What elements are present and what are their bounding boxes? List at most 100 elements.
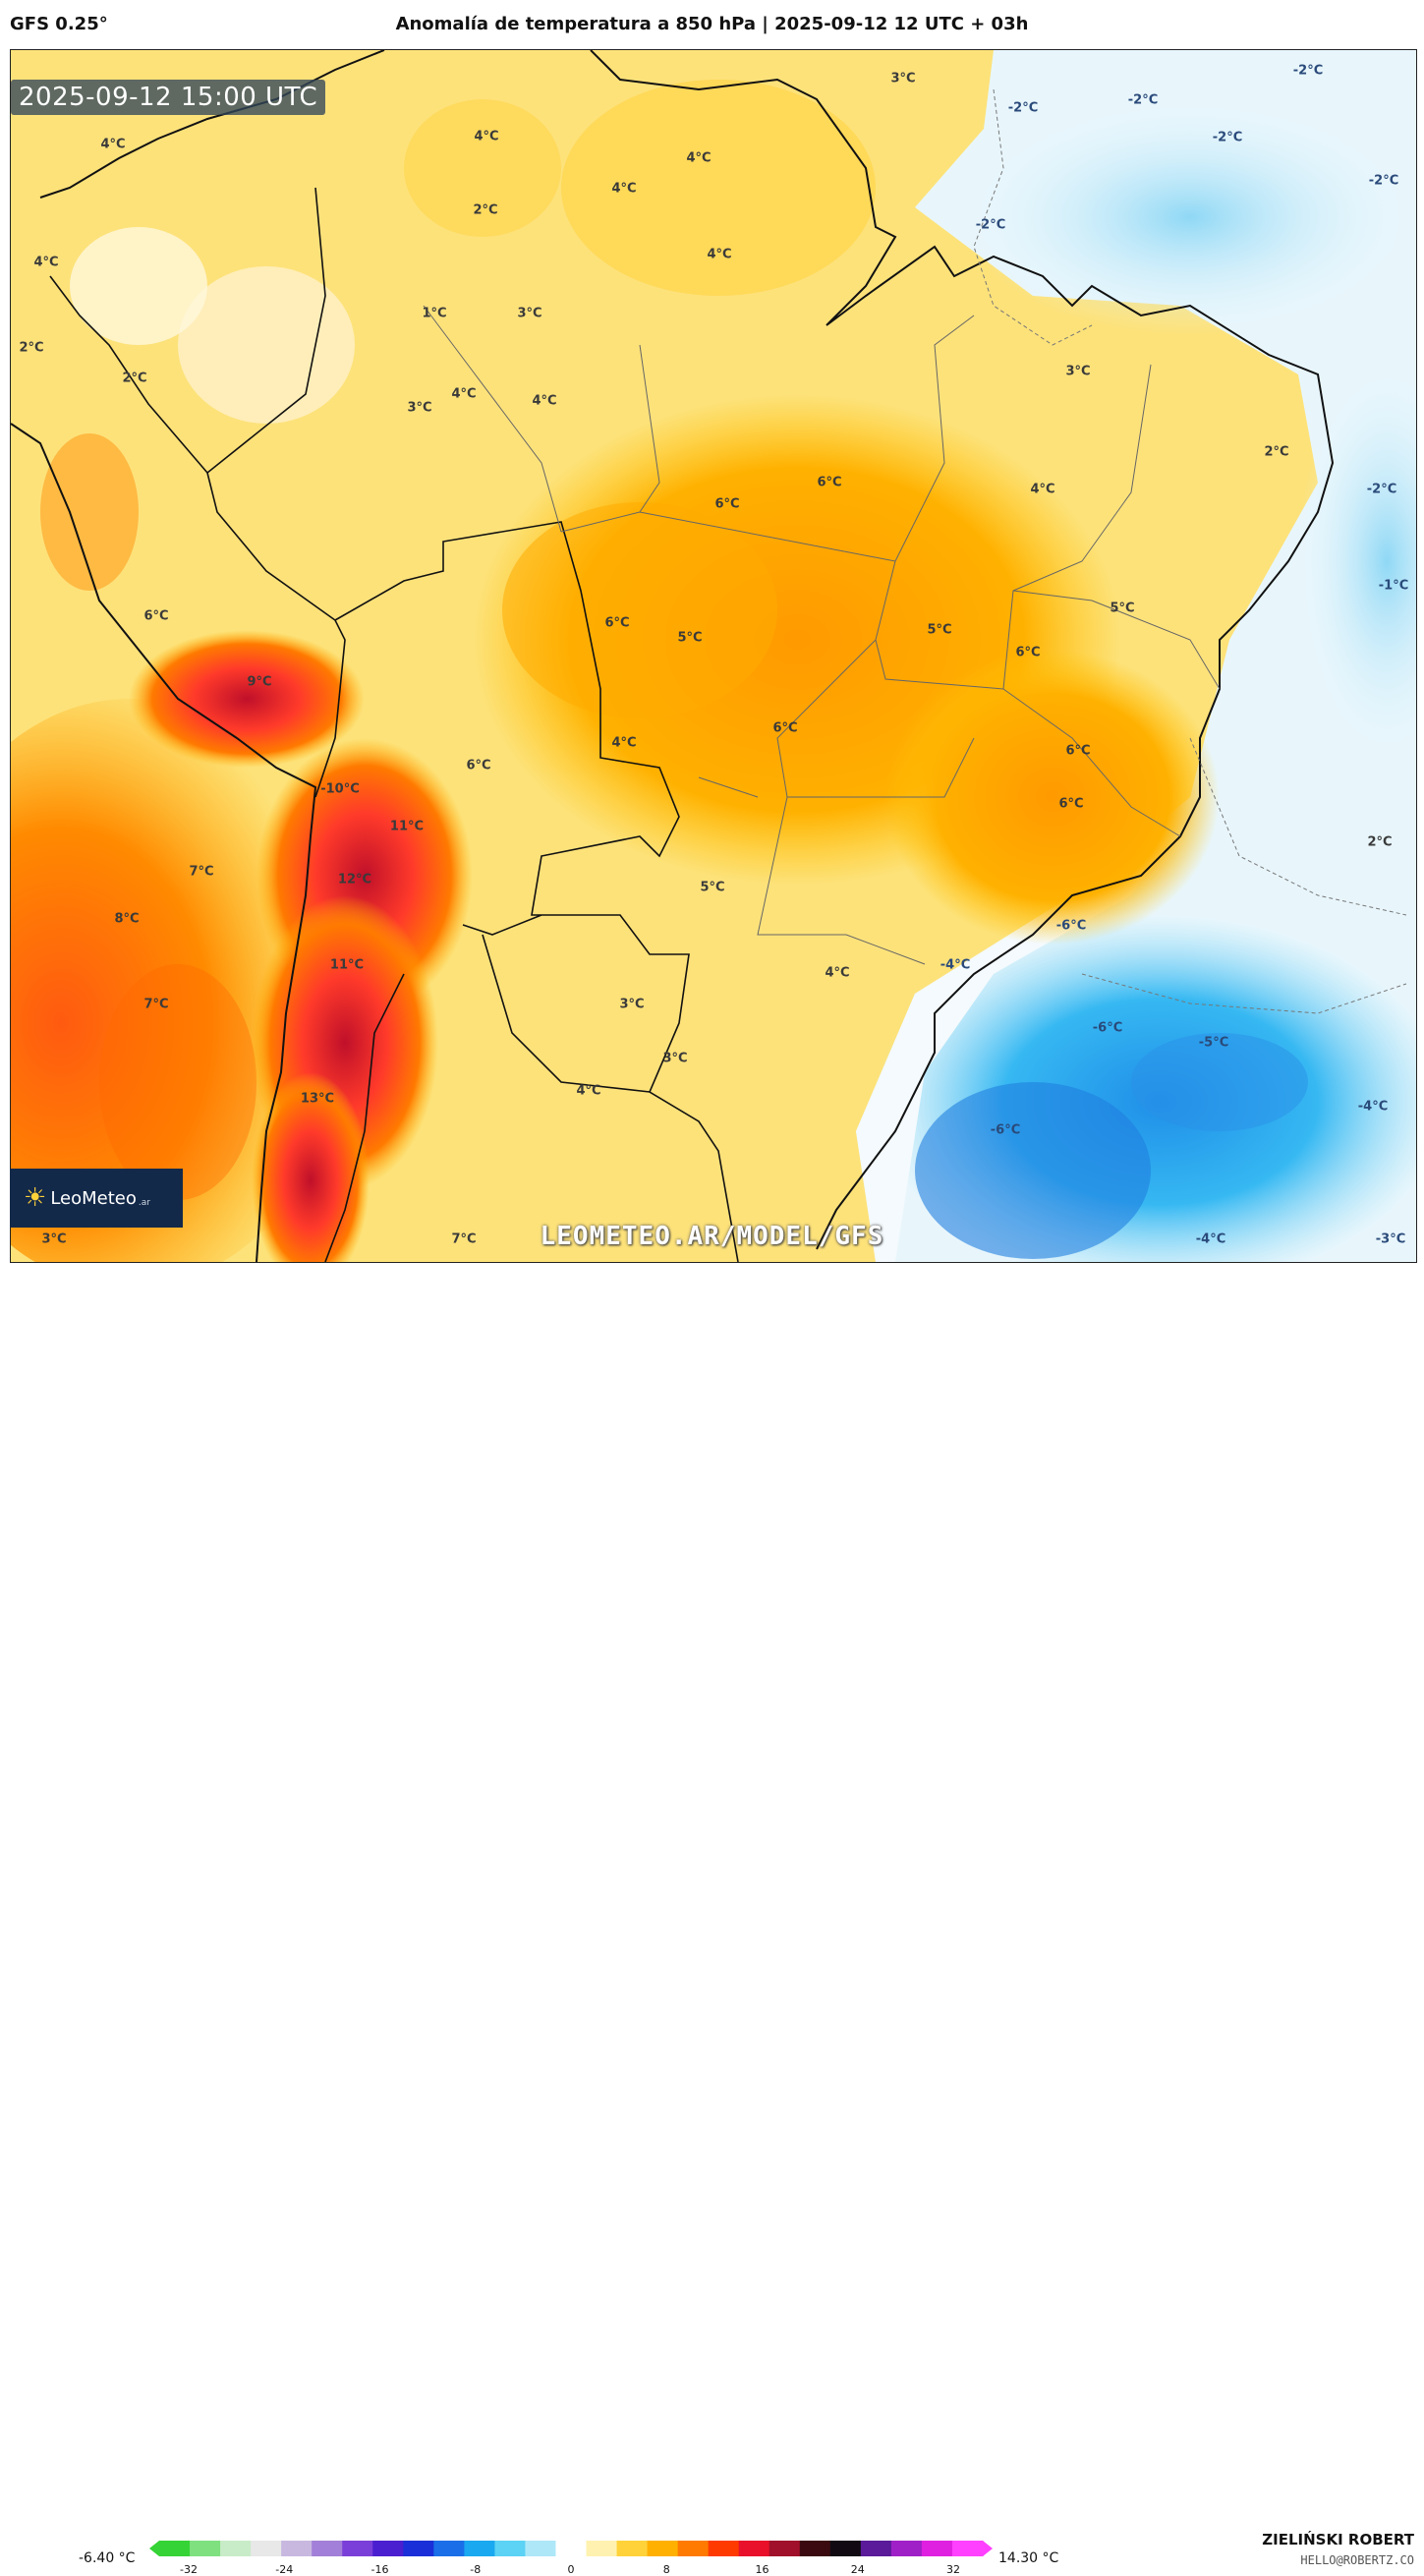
contour-label: 5°C	[700, 880, 725, 895]
colorbar-cell	[342, 2541, 373, 2556]
colorbar-max-label: 14.30 °C	[998, 2550, 1059, 2566]
contour-label: 11°C	[389, 819, 425, 834]
colorbar-cell	[372, 2541, 404, 2556]
contour-label: 4°C	[33, 255, 59, 270]
colorbar-tick-label: -24	[275, 2563, 294, 2576]
colorbar-cell	[525, 2541, 556, 2556]
colorbar-tick-label: 32	[946, 2563, 960, 2576]
contour-label: 3°C	[41, 1231, 67, 1247]
contour-label: 8°C	[114, 911, 140, 927]
timestamp-badge: 2025-09-12 15:00 UTC	[11, 80, 326, 115]
contour-label: 6°C	[1015, 645, 1041, 660]
contour-label: 4°C	[686, 150, 712, 166]
source-url: LEOMETEO.AR/MODEL/GFS	[540, 1222, 884, 1251]
contour-label: 3°C	[619, 997, 645, 1012]
contour-label: 6°C	[143, 608, 169, 624]
temperature-anomaly-field	[11, 50, 1416, 1262]
contour-label: 7°C	[143, 997, 169, 1012]
contour-label: -5°C	[1198, 1035, 1229, 1051]
colorbar-cell	[464, 2541, 495, 2556]
author-email: HELLO@ROBERTZ.CO	[1300, 2553, 1414, 2567]
contour-label: -6°C	[1055, 918, 1087, 934]
contour-label: 11°C	[329, 957, 365, 973]
contour-label: -2°C	[1007, 100, 1039, 116]
contour-label: 4°C	[611, 181, 637, 197]
colorbar-cell	[586, 2541, 618, 2556]
map-canvas: 2025-09-12 15:00 UTC 3°C -2°C -2°C -2°C …	[10, 49, 1417, 1263]
contour-label: 12°C	[337, 872, 372, 887]
colorbar-tick-label: -16	[370, 2563, 389, 2576]
colorbar-cell	[921, 2541, 953, 2556]
contour-label: -4°C	[940, 957, 971, 973]
colorbar-cell	[890, 2541, 923, 2556]
contour-label: 2°C	[1264, 444, 1289, 460]
contour-label: 7°C	[451, 1231, 477, 1247]
contour-label: 4°C	[474, 129, 499, 144]
contour-label: 13°C	[300, 1091, 335, 1107]
contour-label: 4°C	[451, 386, 477, 402]
contour-label: -2°C	[1127, 92, 1159, 108]
contour-label: 7°C	[189, 864, 214, 880]
contour-label: -6°C	[1092, 1020, 1123, 1036]
colorbar-cell	[647, 2541, 679, 2556]
contour-label: 4°C	[825, 965, 850, 981]
colorbar-tick-label: -8	[470, 2563, 482, 2576]
colorbar-cell	[708, 2541, 740, 2556]
footer: -6.40 °C -32 -24 -16 -8 0 8 16 24 32 14.30 °C ZI…	[0, 1261, 1424, 2576]
colorbar-cell	[190, 2541, 221, 2556]
contour-label: 3°C	[1065, 364, 1091, 379]
contour-label: 9°C	[247, 674, 272, 690]
contour-label: 5°C	[927, 622, 952, 638]
contour-label: 3°C	[517, 306, 542, 321]
colorbar-cell	[555, 2541, 588, 2556]
colorbar-min-label: -6.40 °C	[79, 2550, 136, 2566]
colorbar-tick-label: -32	[180, 2563, 198, 2576]
colorbar-left-arrow	[149, 2541, 159, 2556]
sun-icon: ☀	[24, 1183, 47, 1213]
contour-label: 6°C	[604, 615, 630, 631]
contour-label: 2°C	[19, 340, 44, 356]
contour-label: -2°C	[1366, 482, 1397, 497]
colorbar-tick-label: 24	[850, 2563, 865, 2576]
colorbar-tick-label: 8	[662, 2563, 670, 2576]
contour-label: 6°C	[772, 720, 798, 736]
header: GFS 0.25° Anomalía de temperatura a 850 …	[0, 0, 1424, 49]
colorbar-cell	[433, 2541, 465, 2556]
contour-label: -4°C	[1357, 1099, 1389, 1115]
colorbar-right-arrow	[983, 2541, 993, 2556]
colorbar-cell	[616, 2541, 649, 2556]
contour-label: -1°C	[1378, 578, 1409, 594]
contour-label: 3°C	[662, 1051, 688, 1066]
map-title: Anomalía de temperatura a 850 hPa | 2025…	[395, 14, 1029, 34]
logo-sub: .ar	[138, 1198, 150, 1208]
contour-label: -2°C	[1368, 173, 1399, 189]
contour-label: 6°C	[817, 475, 842, 490]
colorbar-tick-label: 0	[567, 2563, 575, 2576]
colorbar-cell	[220, 2541, 252, 2556]
contour-label: -4°C	[1195, 1231, 1226, 1247]
contour-label: 1°C	[422, 306, 447, 321]
colorbar-cell	[829, 2541, 862, 2556]
author-name: ZIELIŃSKI ROBERT	[1262, 2531, 1414, 2548]
model-name: GFS 0.25°	[10, 14, 108, 34]
contour-label: -10°C	[320, 781, 360, 797]
contour-label: 4°C	[576, 1083, 601, 1099]
contour-label: 6°C	[1065, 743, 1091, 759]
colorbar-cell	[281, 2541, 313, 2556]
contour-label: 4°C	[1030, 482, 1055, 497]
contour-label: -3°C	[1375, 1231, 1406, 1247]
contour-label: 4°C	[100, 137, 126, 152]
contour-label: 6°C	[714, 496, 740, 512]
colorbar-cell	[312, 2541, 343, 2556]
colorbar-cell	[677, 2541, 710, 2556]
contour-label: -2°C	[1212, 130, 1243, 145]
colorbar-cell	[159, 2541, 191, 2556]
colorbar	[149, 2541, 993, 2556]
colorbar-cell	[769, 2541, 801, 2556]
contour-label: 2°C	[122, 371, 147, 386]
contour-label: 3°C	[890, 71, 916, 86]
contour-label: 6°C	[1058, 796, 1084, 812]
contour-label: -6°C	[990, 1122, 1021, 1138]
contour-label: -2°C	[1292, 63, 1324, 79]
colorbar-cell	[251, 2541, 282, 2556]
